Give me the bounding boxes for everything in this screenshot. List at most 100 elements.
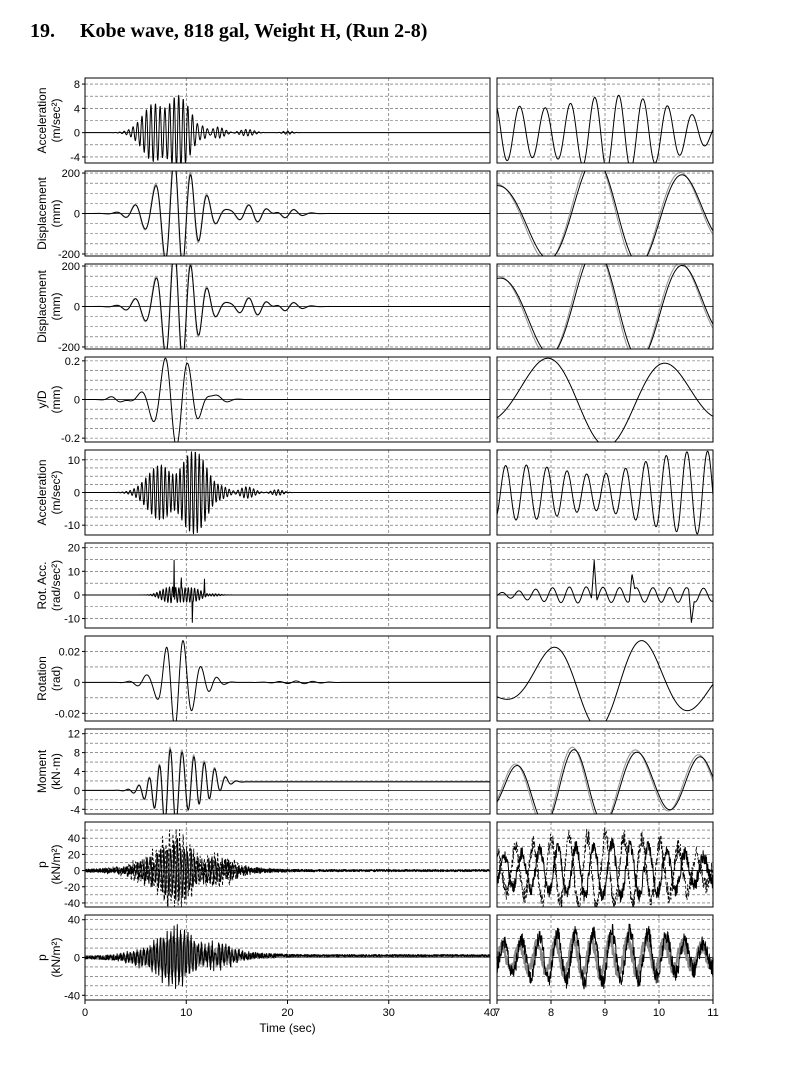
x-tick-label: 11 [707, 1007, 718, 1019]
y-axis-label: p(kN/m²) [35, 938, 63, 978]
y-axis-label: y/D(mm) [35, 386, 63, 414]
y-tick-label: 0.02 [59, 646, 80, 658]
series-line [84, 838, 491, 901]
y-tick-label: 0 [74, 677, 80, 689]
x-axis-label: Time (sec) [259, 1021, 315, 1035]
y-tick-label: 4 [74, 767, 80, 779]
y-tick-label: -10 [64, 520, 80, 532]
y-tick-label: 4 [74, 103, 80, 115]
series-line [496, 559, 714, 623]
y-axis-label: Rot. Acc.(rad/sec²) [35, 560, 63, 611]
x-tick-label: 0 [82, 1007, 88, 1019]
series-line [84, 640, 491, 722]
y-tick-label: -200 [58, 342, 80, 354]
panel-frame [84, 821, 491, 908]
y-tick-label: -4 [70, 152, 80, 164]
y-tick-label: 0 [74, 866, 80, 878]
y-tick-label: 40 [68, 915, 80, 927]
x-tick-label: 9 [602, 1007, 608, 1019]
panel-frame [496, 635, 714, 722]
y-tick-label: 0 [74, 209, 80, 221]
y-tick-label: 0 [74, 590, 80, 602]
x-tick-label: 10 [653, 1007, 665, 1019]
y-tick-label: -10 [64, 614, 80, 626]
y-tick-label: -0.2 [61, 433, 80, 445]
series-line [84, 357, 491, 443]
series-line [496, 923, 714, 990]
panel-4: 0.2 0 -0.2 y/D(mm) [35, 356, 714, 445]
series-line [84, 451, 491, 535]
y-tick-label: -40 [64, 990, 80, 1002]
y-axis-label: Moment(kN·m) [35, 749, 63, 793]
series-line [84, 559, 491, 623]
y-axis-label: Rotation(rad) [35, 656, 63, 701]
y-tick-label: 40 [68, 833, 80, 845]
series-line [84, 749, 491, 815]
panel-7: 0.02 0 -0.02 Rotation(rad) [35, 635, 714, 722]
series-line [84, 170, 491, 257]
panel-8: 12 8 4 0 -4 Moment(kN·m) [35, 728, 714, 816]
y-tick-label: 200 [62, 168, 80, 180]
y-tick-label: -40 [64, 898, 80, 910]
y-axis-label: Displacement(mm) [35, 176, 63, 249]
figure-number: 19. [30, 20, 55, 42]
y-tick-label: -200 [58, 249, 80, 261]
series-line [84, 263, 491, 350]
panel-frame [84, 542, 491, 629]
panel-frame [496, 356, 714, 443]
series-line [496, 827, 714, 908]
panel-frame [496, 263, 714, 350]
y-tick-label: 8 [74, 79, 80, 91]
x-tick-label: 20 [281, 1007, 293, 1019]
series-line [84, 94, 491, 164]
y-tick-label: 0 [74, 395, 80, 407]
panel-9: 40 20 0 -20 -40 p(kN/m²) [35, 821, 714, 910]
y-tick-label: 20 [68, 849, 80, 861]
series-line [84, 924, 491, 989]
series-line [496, 837, 714, 903]
y-tick-label: 0 [74, 785, 80, 797]
y-tick-label: 8 [74, 748, 80, 760]
series-line [496, 170, 714, 257]
y-axis-label: p(kN/m²) [35, 845, 63, 885]
x-tick-label: 10 [180, 1007, 192, 1019]
y-axis-label: Displacement(mm) [35, 269, 63, 342]
y-axis-label: Acceleration(m/sec²) [35, 459, 63, 525]
y-axis-label: Acceleration(m/sec²) [35, 87, 63, 153]
x-axis: 0 10 20 30 407 8 9 10 11 Time (sec) [82, 1000, 719, 1035]
panel-frame [496, 542, 714, 629]
panel-frame [496, 77, 714, 164]
y-tick-label: 10 [68, 455, 80, 467]
y-tick-label: 200 [62, 261, 80, 273]
x-tick-label: 8 [548, 1007, 554, 1019]
y-tick-label: -20 [64, 882, 80, 894]
panel-frame [496, 728, 714, 815]
y-tick-label: 0 [74, 953, 80, 965]
y-tick-label: 0 [74, 488, 80, 500]
x-tick-label: 40 [484, 1007, 496, 1019]
y-tick-label: 20 [68, 543, 80, 555]
panel-frame [496, 821, 714, 908]
y-tick-label: -0.02 [55, 708, 80, 720]
y-tick-label: -4 [70, 804, 80, 816]
panel-frame [496, 170, 714, 257]
x-tick-label: 7 [494, 1007, 500, 1019]
series-line [495, 932, 714, 981]
y-tick-label: 0 [74, 128, 80, 140]
y-tick-label: 10 [68, 566, 80, 578]
y-tick-label: 12 [68, 729, 80, 741]
panel-frame [84, 635, 491, 722]
series-line [496, 450, 714, 535]
panel-1: 8 4 0 -4 Acceleration(m/sec²) [35, 77, 714, 164]
panel-10: 40 0 -40p(kN/m²) [35, 914, 714, 1002]
panel-frame [496, 449, 714, 536]
page-title: 19. Kobe wave, 818 gal, Weight H, (Run 2-… [30, 20, 427, 43]
panel-frame [84, 77, 491, 164]
y-tick-label: 0 [74, 302, 80, 314]
y-tick-label: 0.2 [65, 356, 80, 368]
